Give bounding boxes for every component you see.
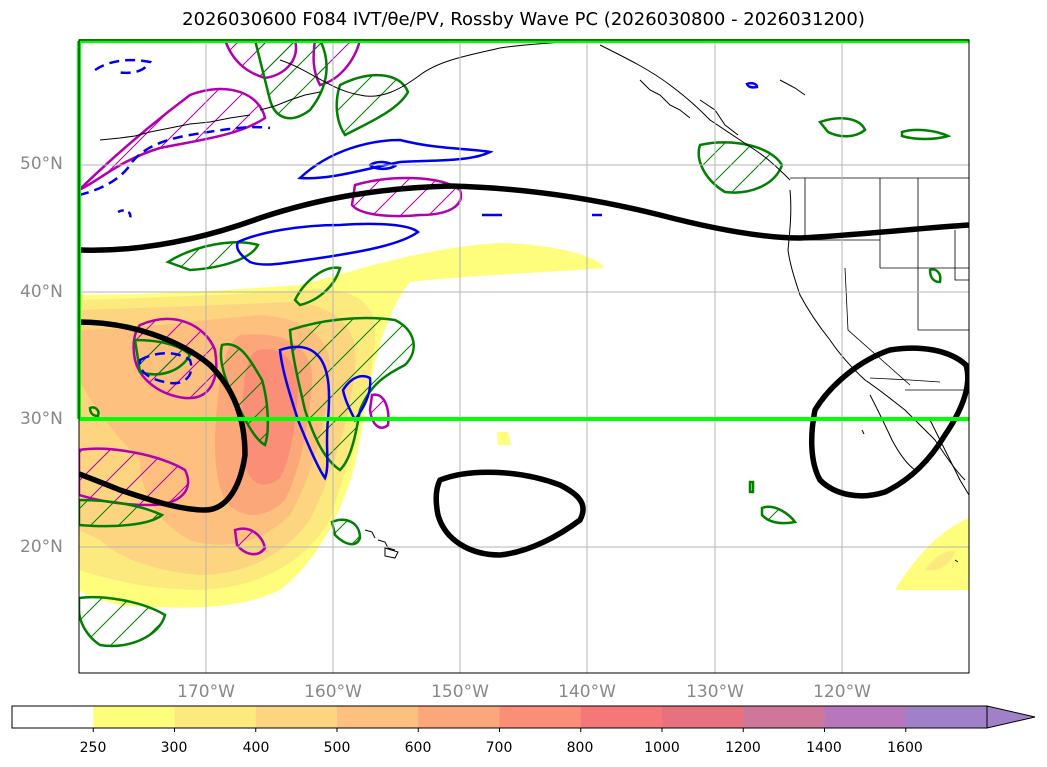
colorbar-segment: [499, 706, 582, 728]
map-area: [79, 40, 969, 673]
colorbar-segment: [337, 706, 419, 728]
colorbar-segment: [12, 706, 94, 728]
blue-contour-2: [235, 222, 421, 266]
colorbar-segment: [580, 706, 663, 728]
coast-bc-2: [639, 79, 691, 119]
colorbar-segment: [174, 706, 257, 728]
lon-label-120w: 120°W: [813, 682, 871, 702]
colorbar-segment: [743, 706, 825, 728]
colorbar: [11, 705, 1036, 732]
coast-island-1: [954, 559, 959, 563]
blue-dashed-3: [138, 352, 193, 385]
colorbar-segment: [824, 706, 907, 728]
theta-region-e2: [900, 128, 952, 141]
colorbar-segment: [662, 706, 744, 728]
theta-region-n2: [335, 73, 410, 137]
theta-region-w2: [133, 338, 192, 376]
blue-dashed-1: [79, 125, 271, 197]
lat-label-30n: 30°N: [20, 409, 63, 429]
political-borders: [790, 177, 969, 391]
lon-label-140w: 140°W: [558, 682, 616, 702]
ivt-250-east: [895, 518, 969, 590]
theta-region-center: [288, 316, 415, 472]
blue-contours: [79, 58, 759, 481]
coast-bc-4: [779, 79, 806, 96]
colorbar-tick-800: 800: [566, 740, 594, 756]
lon-label-150w: 150°W: [431, 682, 489, 702]
pv-region-e: [368, 393, 390, 429]
coast-us-west: [787, 189, 966, 481]
coast-alaska: [279, 40, 601, 97]
theta-region-hawaii: [330, 518, 362, 546]
rossby-contour-east: [808, 345, 969, 499]
blue-contour-5: [745, 81, 759, 89]
figure-title: 2026030600 F084 IVT/θe/PV, Rossby Wave P…: [182, 9, 865, 30]
theta-region-e1: [817, 117, 867, 138]
colorbar-tick-400: 400: [242, 740, 270, 756]
colorbar-tick-700: 700: [485, 740, 513, 756]
coastlines: [99, 40, 969, 563]
map-frame: [78, 39, 970, 674]
coast-aleutian-1: [99, 114, 251, 141]
blue-dashed-4: [117, 209, 132, 219]
colorbar-segment: [93, 706, 175, 728]
theta-region-se: [760, 505, 798, 525]
lon-label-160w: 160°W: [304, 682, 362, 702]
colorbar-tick-1400: 1400: [806, 740, 842, 756]
lon-label-130w: 130°W: [686, 682, 744, 702]
theta-region-b2: [293, 266, 342, 307]
theta-region-w3: [88, 406, 100, 418]
theta-region-e3: [928, 268, 942, 284]
colorbar-tick-500: 500: [323, 740, 351, 756]
colorbar-tick-250: 250: [79, 740, 107, 756]
colorbar-segment: [255, 706, 338, 728]
lon-label-170w: 170°W: [177, 682, 235, 702]
blue-contour-4: [341, 374, 372, 423]
rossby-contour-north: [79, 183, 969, 253]
rossby-contour-west: [79, 319, 248, 513]
colorbar-tick-600: 600: [404, 740, 432, 756]
theta-e-regions: [79, 40, 952, 648]
colorbar-tick-300: 300: [160, 740, 188, 756]
theta-region-n1: [253, 40, 328, 120]
rossby-contour-center: [433, 469, 586, 558]
colorbar-tick-1200: 1200: [725, 740, 761, 756]
colorbar-segment: [418, 706, 500, 728]
blue-contour-6: [368, 160, 398, 171]
colorbar-tick-1600: 1600: [887, 740, 923, 756]
blue-dashed-2: [94, 58, 153, 75]
theta-region-ne: [697, 141, 784, 194]
ivt-shading: [79, 243, 969, 608]
coast-aleutian-2: [259, 91, 321, 111]
colorbar-extension-arrow: [986, 705, 1036, 729]
coast-hawaii-3: [384, 547, 399, 559]
border-state-8: [954, 230, 969, 281]
lat-label-20n: 20°N: [20, 537, 63, 557]
border-mexico: [869, 377, 941, 383]
blue-contour-1: [297, 138, 494, 180]
theta-region-b1: [165, 241, 260, 272]
rossby-wave-contours: [79, 183, 969, 558]
colorbar-segment: [905, 706, 988, 728]
coast-bc-3: [699, 99, 739, 136]
border-state-6: [844, 267, 911, 386]
ivt-250-dot: [497, 432, 511, 445]
coast-island-2: [861, 429, 865, 435]
lat-label-40n: 40°N: [20, 282, 63, 302]
theta-region-e4: [748, 480, 755, 494]
ivt-300-east: [925, 550, 955, 571]
colorbar-tick-1000: 1000: [644, 740, 680, 756]
coast-bc-1: [599, 44, 791, 181]
lat-label-50n: 50°N: [20, 154, 63, 174]
theta-region-ssw: [79, 595, 167, 648]
coast-hawaii-2: [377, 539, 396, 551]
blue-contour-3: [278, 345, 331, 481]
colorbar-frame: [11, 705, 988, 729]
pv-region-small: [233, 527, 267, 556]
theta-region-sw: [79, 498, 165, 528]
coast-mexico: [929, 419, 969, 496]
coast-baja: [869, 394, 916, 471]
coast-hawaii-1: [364, 529, 376, 539]
